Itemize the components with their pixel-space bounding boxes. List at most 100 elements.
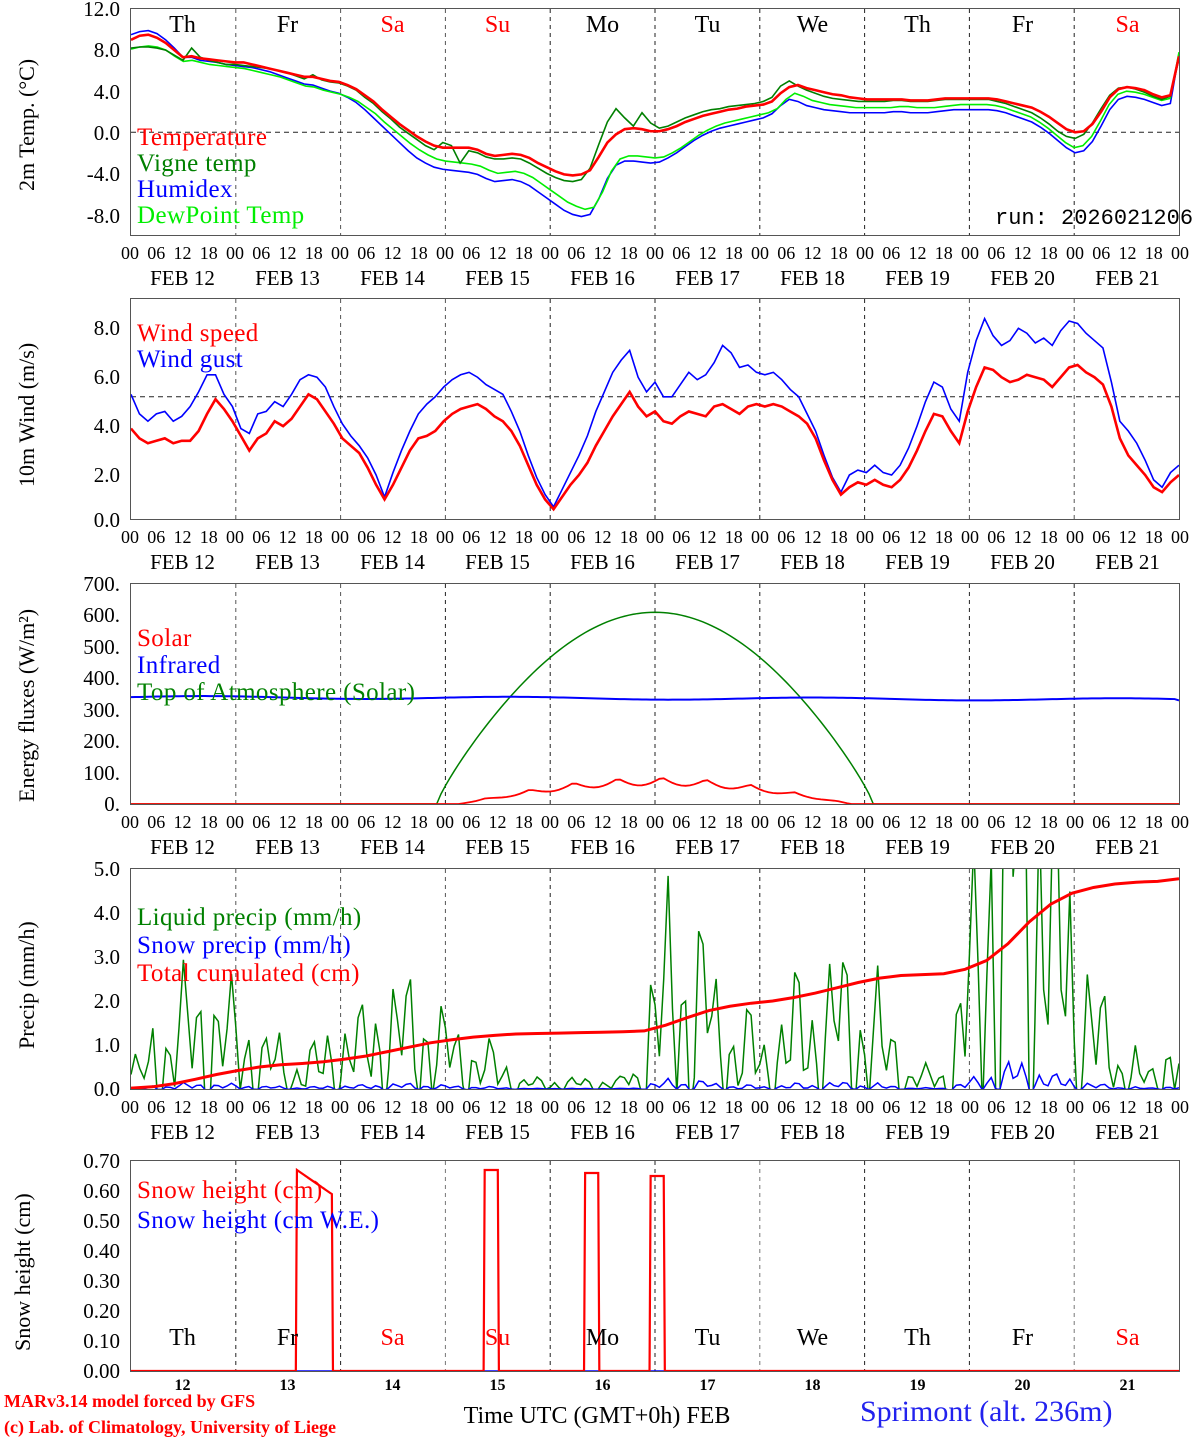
xtick-hour: 18: [724, 812, 743, 832]
site-label: Sprimont (alt. 236m): [860, 1395, 1113, 1428]
energy-plot-area: [130, 583, 1180, 805]
xtick-hour: 12: [173, 812, 192, 832]
day-name-tu-5: Tu: [694, 12, 721, 38]
legend-humidex: Humidex: [137, 176, 233, 203]
xtick-hour: 12: [1013, 1097, 1032, 1117]
panel-precipitation: Precip (mm/h) 5.0 4.0 3.0 2.0 1.0 0.: [0, 857, 1194, 1145]
xtick-hour: 12: [1118, 1097, 1137, 1117]
xtick-hour: 12: [593, 1097, 612, 1117]
xtick-hour: 06: [567, 1097, 586, 1117]
xtick-hour: 12: [593, 243, 612, 263]
xtick-hour: 18: [1144, 243, 1163, 263]
xtick-hour: 00: [1066, 527, 1084, 547]
xtick-hour: 12: [698, 527, 717, 547]
xtick-hour: 18: [724, 243, 743, 263]
xtick-hour: 18: [514, 812, 533, 832]
wind-plot-area: [130, 298, 1180, 520]
xtick-day: FEB 15: [465, 1120, 530, 1144]
wind-svg: [131, 299, 1179, 519]
panel-snow-height: Snow height (cm) 0.70 0.60 0.50 0.40 0.3…: [0, 1145, 1194, 1440]
run-label: run: 2026021206: [995, 206, 1194, 231]
temperature-ytick-2: 4.0: [93, 80, 120, 104]
xtick-hour: 00: [331, 1097, 349, 1117]
xtick-day: FEB 18: [780, 1120, 845, 1144]
model-credit-line: MARv3.14 model forced by GFS: [4, 1391, 256, 1411]
xtick-hour: 00: [1066, 812, 1084, 832]
xtick-hour: 12: [278, 812, 297, 832]
precip-svg: [131, 869, 1179, 1089]
legend-infrared: Infrared: [137, 652, 221, 679]
xtick-hour: 12: [803, 812, 822, 832]
xtick-hour: 12: [698, 812, 717, 832]
xtick-hour: 00: [751, 1097, 769, 1117]
legend-temperature: Temperature: [137, 124, 268, 151]
xtick-hour: 18: [199, 1097, 218, 1117]
xtick-hour: 00: [961, 527, 979, 547]
wind-ytick-0: 8.0: [93, 316, 120, 340]
energy-ytick-4: 300.: [83, 698, 120, 722]
copyright-line: (c) Lab. of Climatology, University of L…: [4, 1417, 336, 1437]
xtick-hour: 18: [934, 1097, 953, 1117]
day-number-21: 21: [1119, 1377, 1136, 1394]
xtick-hour: 06: [987, 1097, 1006, 1117]
xtick-hour: 12: [908, 1097, 927, 1117]
xtick-hour: 06: [1092, 1097, 1111, 1117]
panel-wind: 10m Wind (m/s) 8.0 6.0 4.0 2.0 0.0: [0, 290, 1194, 575]
energy-ytick-5: 200.: [83, 729, 120, 753]
xtick-hour: 06: [882, 527, 901, 547]
xtick-hour: 18: [934, 527, 953, 547]
xtick-hour: 06: [672, 243, 691, 263]
xtick-day: FEB 14: [360, 1120, 425, 1144]
xtick-day: FEB 13: [255, 550, 320, 574]
xtick-hour: 12: [698, 1097, 717, 1117]
energy-ytick-7: 0.: [104, 792, 120, 816]
day-name-fr-8: Fr: [1011, 1325, 1034, 1351]
legend-vigne-temp: Vigne temp: [137, 150, 257, 177]
xtick-hour: 00: [751, 243, 769, 263]
temperature-ytick-5: -8.0: [86, 204, 120, 228]
temperature-ytick-4: -4.0: [86, 162, 120, 186]
xtick-day: FEB 15: [465, 266, 530, 290]
xtick-hour: 12: [1118, 243, 1137, 263]
xtick-hour: 06: [252, 812, 271, 832]
energy-ytick-3: 400.: [83, 666, 120, 690]
day-name-tu-5: Tu: [694, 1325, 721, 1351]
xtick-day: FEB 21: [1095, 1120, 1160, 1144]
day-name-fr-8: Fr: [1011, 12, 1034, 38]
day-name-fr-1: Fr: [276, 1325, 299, 1351]
xtick-hour: 06: [777, 812, 796, 832]
day-name-th-0: Th: [169, 1325, 196, 1351]
xtick-hour: 12: [488, 243, 507, 263]
day-number-18: 18: [804, 1377, 821, 1394]
xtick-hour: 12: [698, 243, 717, 263]
xtick-hour: 06: [567, 243, 586, 263]
xtick-day: FEB 21: [1095, 266, 1160, 290]
xtick-day: FEB 14: [360, 266, 425, 290]
wind-series-group: [131, 316, 1179, 512]
xtick-hour: 00: [856, 527, 874, 547]
xtick-day: FEB 16: [570, 1120, 635, 1144]
xtick-hour: 18: [409, 1097, 428, 1117]
xtick-hour: 00: [646, 812, 664, 832]
xtick-hour: 12: [383, 1097, 402, 1117]
xtick-hour: 06: [252, 527, 271, 547]
xtick-hour: 00: [436, 527, 454, 547]
snow-ytick-3: 0.40: [83, 1239, 120, 1263]
xtick-hour: 18: [724, 527, 743, 547]
xtick-hour: 18: [199, 812, 218, 832]
day-number-15: 15: [489, 1377, 506, 1394]
xtick-hour: 00: [1066, 243, 1084, 263]
xtick-hour: 18: [619, 243, 638, 263]
xtick-hour: 00: [646, 243, 664, 263]
snow-ytick-6: 0.10: [83, 1329, 120, 1353]
energy-ytick-2: 500.: [83, 635, 120, 659]
day-name-th-0: Th: [169, 12, 196, 38]
xtick-hour: 18: [724, 1097, 743, 1117]
day-number-14: 14: [384, 1377, 401, 1394]
xtick-hour: 00: [856, 243, 874, 263]
xtick-day: FEB 18: [780, 266, 845, 290]
xtick-hour: 18: [409, 243, 428, 263]
xtick-hour: 12: [803, 1097, 822, 1117]
xtick-hour: 06: [567, 527, 586, 547]
xtick-hour: 18: [304, 243, 323, 263]
